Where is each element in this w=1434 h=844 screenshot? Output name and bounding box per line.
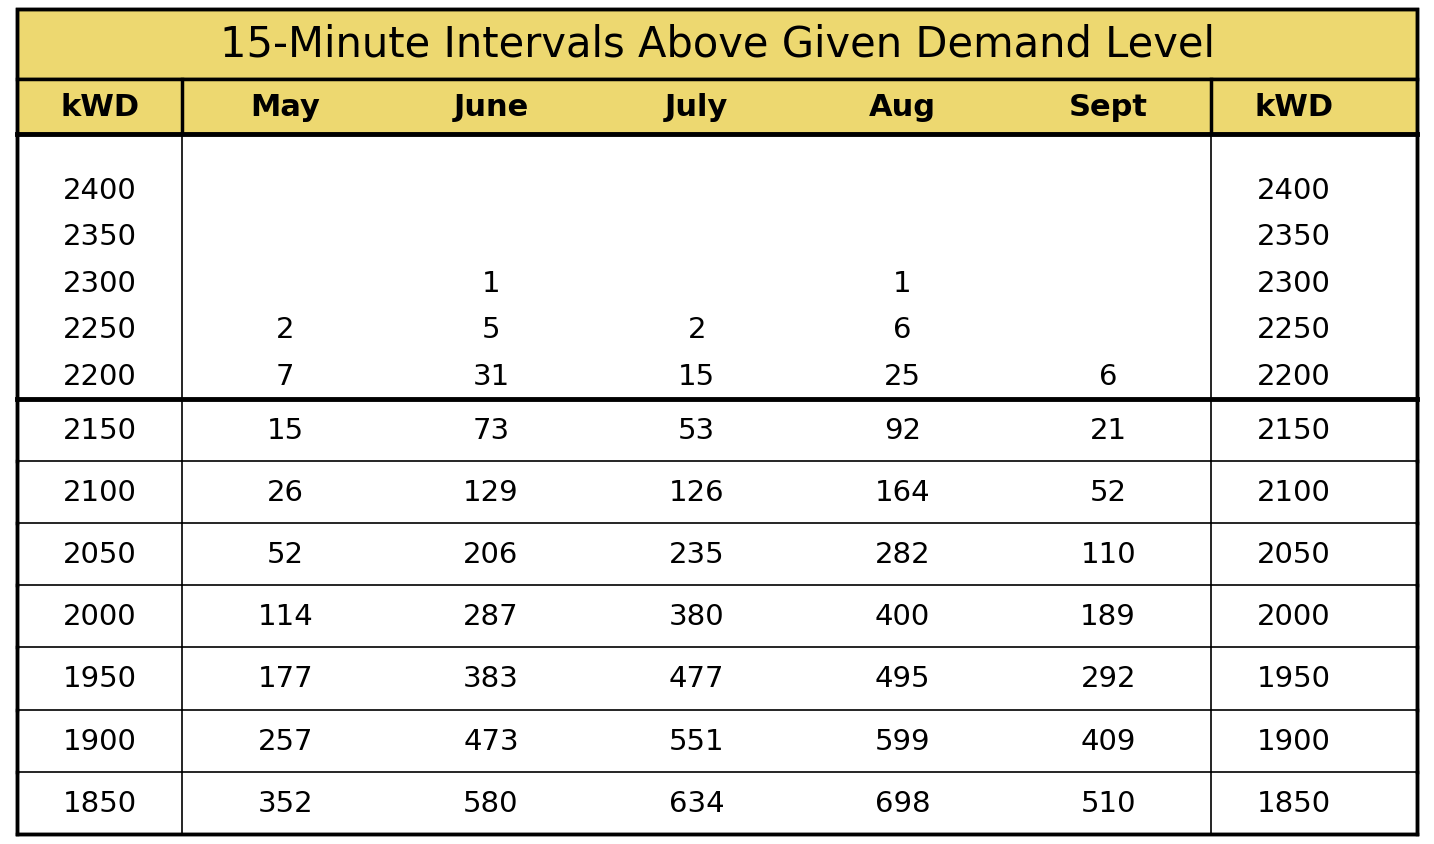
Text: 114: 114 xyxy=(257,603,313,630)
Text: 164: 164 xyxy=(875,479,931,506)
Text: 2250: 2250 xyxy=(63,316,136,344)
Text: 235: 235 xyxy=(668,540,724,569)
Text: 2200: 2200 xyxy=(1256,362,1331,390)
Bar xyxy=(17,586,1417,647)
Text: 473: 473 xyxy=(463,727,519,755)
Bar xyxy=(17,462,1417,523)
Text: 2400: 2400 xyxy=(1256,177,1331,205)
Text: 2000: 2000 xyxy=(63,603,136,630)
Text: 2000: 2000 xyxy=(1256,603,1331,630)
Text: 31: 31 xyxy=(472,362,509,390)
Text: 2150: 2150 xyxy=(63,416,136,444)
Text: 110: 110 xyxy=(1080,540,1136,569)
Text: 2100: 2100 xyxy=(63,479,136,506)
Bar xyxy=(17,523,1417,586)
Text: 1850: 1850 xyxy=(63,789,136,817)
Text: 580: 580 xyxy=(463,789,519,817)
Text: May: May xyxy=(251,93,320,122)
Text: 287: 287 xyxy=(463,603,519,630)
Text: 2: 2 xyxy=(687,316,706,344)
Text: 6: 6 xyxy=(893,316,912,344)
Text: 2: 2 xyxy=(275,316,294,344)
Text: 2300: 2300 xyxy=(1256,269,1331,297)
Text: 1900: 1900 xyxy=(63,727,136,755)
Text: 2300: 2300 xyxy=(63,269,136,297)
Text: kWD: kWD xyxy=(1255,93,1334,122)
Text: 2050: 2050 xyxy=(1256,540,1331,569)
Text: 129: 129 xyxy=(463,479,519,506)
Text: 1900: 1900 xyxy=(1256,727,1331,755)
Text: kWD: kWD xyxy=(60,93,139,122)
Text: 282: 282 xyxy=(875,540,931,569)
Text: 26: 26 xyxy=(267,479,304,506)
Text: 52: 52 xyxy=(1090,479,1127,506)
Text: 1850: 1850 xyxy=(1256,789,1331,817)
Text: 409: 409 xyxy=(1080,727,1136,755)
Text: 2400: 2400 xyxy=(63,177,136,205)
Text: 21: 21 xyxy=(1090,416,1127,444)
Bar xyxy=(17,79,1417,135)
Text: 1: 1 xyxy=(482,269,500,297)
Text: 698: 698 xyxy=(875,789,931,817)
Text: 53: 53 xyxy=(678,416,716,444)
Text: 551: 551 xyxy=(668,727,724,755)
Text: 2250: 2250 xyxy=(1256,316,1331,344)
Text: 2100: 2100 xyxy=(1256,479,1331,506)
Text: 206: 206 xyxy=(463,540,519,569)
Text: July: July xyxy=(665,93,728,122)
Text: 73: 73 xyxy=(472,416,509,444)
Text: 2050: 2050 xyxy=(63,540,136,569)
Text: Aug: Aug xyxy=(869,93,936,122)
Text: 1950: 1950 xyxy=(63,665,136,693)
Text: 7: 7 xyxy=(275,362,294,390)
Text: 2350: 2350 xyxy=(63,223,136,252)
Bar xyxy=(17,10,1417,79)
Text: 25: 25 xyxy=(883,362,921,390)
Text: 15-Minute Intervals Above Given Demand Level: 15-Minute Intervals Above Given Demand L… xyxy=(219,24,1215,66)
Text: 92: 92 xyxy=(883,416,921,444)
Text: 400: 400 xyxy=(875,603,931,630)
Text: 1: 1 xyxy=(893,269,912,297)
Text: 510: 510 xyxy=(1080,789,1136,817)
Text: 126: 126 xyxy=(668,479,724,506)
Text: 5: 5 xyxy=(482,316,500,344)
Text: 292: 292 xyxy=(1080,665,1136,693)
Text: 495: 495 xyxy=(875,665,931,693)
Bar xyxy=(17,399,1417,462)
Text: 6: 6 xyxy=(1098,362,1117,390)
Text: 257: 257 xyxy=(258,727,313,755)
Bar xyxy=(17,135,1417,399)
Text: 352: 352 xyxy=(258,789,313,817)
Text: 599: 599 xyxy=(875,727,931,755)
Text: 52: 52 xyxy=(267,540,304,569)
Bar xyxy=(17,710,1417,771)
Text: June: June xyxy=(453,93,529,122)
Text: 2150: 2150 xyxy=(1256,416,1331,444)
Bar xyxy=(17,647,1417,710)
Text: 634: 634 xyxy=(668,789,724,817)
Text: 189: 189 xyxy=(1080,603,1136,630)
Text: 177: 177 xyxy=(258,665,313,693)
Text: 383: 383 xyxy=(463,665,519,693)
Text: 2200: 2200 xyxy=(63,362,136,390)
Text: 380: 380 xyxy=(668,603,724,630)
Text: 15: 15 xyxy=(267,416,304,444)
Bar xyxy=(17,771,1417,834)
Text: 2350: 2350 xyxy=(1256,223,1331,252)
Text: Sept: Sept xyxy=(1068,93,1147,122)
Text: 1950: 1950 xyxy=(1256,665,1331,693)
Text: 15: 15 xyxy=(678,362,716,390)
Text: 477: 477 xyxy=(668,665,724,693)
